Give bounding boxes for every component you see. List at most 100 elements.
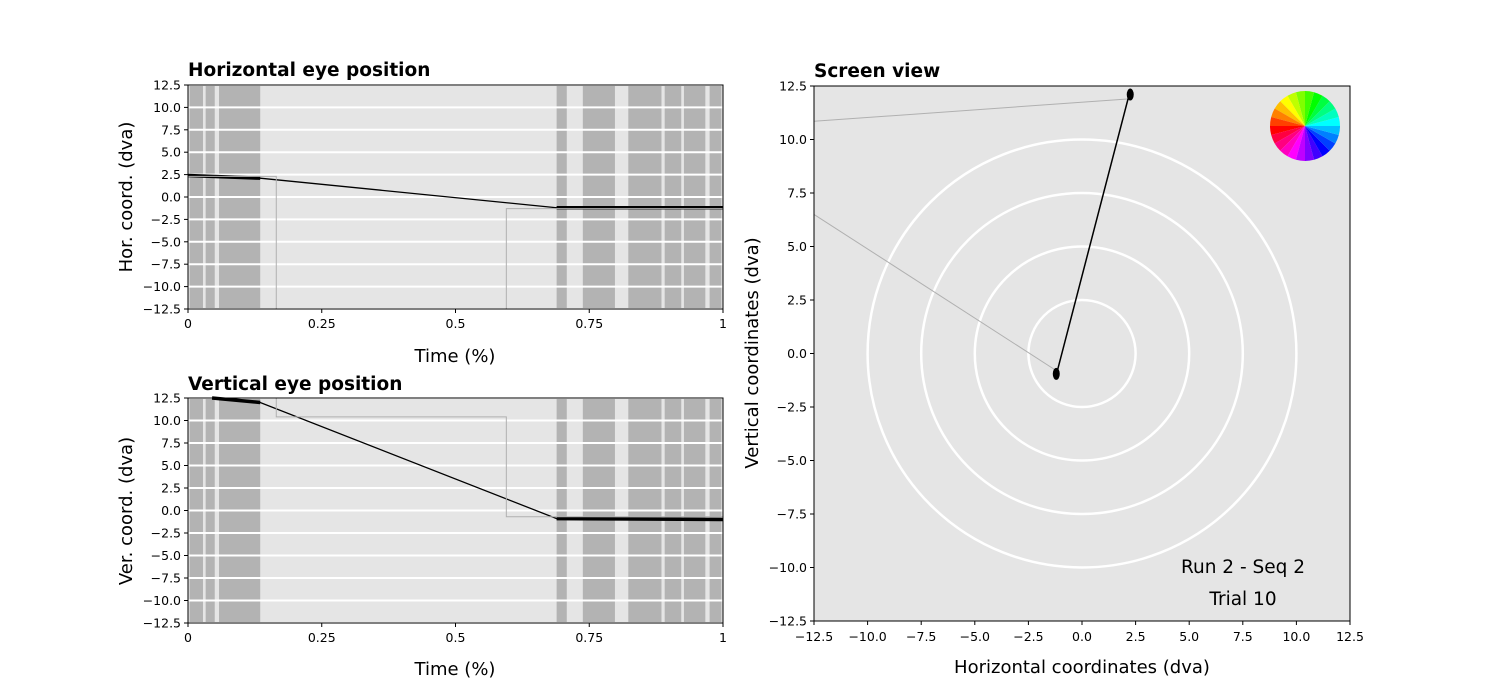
eye-gaze-path [1055, 94, 1130, 376]
eccentricity-circle [973, 245, 1191, 462]
chart-title: Horizontal eye position [188, 60, 430, 81]
x-tick-label: 0.75 [575, 630, 603, 645]
y-tick-label: −7.5 [777, 507, 807, 522]
x-tick-label: 0.25 [308, 316, 336, 331]
raw-gaze-path [813, 213, 1057, 372]
x-tick-label: 0.5 [446, 316, 466, 331]
x-tick-label: 0.25 [308, 630, 336, 645]
y-axis-label: Ver. coord. (dva) [116, 437, 137, 585]
plot-frame [813, 85, 1351, 622]
x-tick-label: 0 [184, 316, 192, 331]
x-tick-label: 1 [719, 630, 727, 645]
color-wheel-segment [1287, 126, 1305, 160]
fixation-segment [211, 396, 261, 405]
x-tick-label: −12.5 [795, 629, 833, 644]
y-ticks: 12.5 10.0 7.5 5.0 2.5 0.0 −2.5 −5.0 −7.5 −10.0 −12… [769, 79, 814, 629]
trial-annotation: Trial 10 [1208, 589, 1276, 610]
color-wheel-segment [1271, 126, 1305, 144]
y-tick-label: −2.5 [151, 212, 181, 227]
eccentricity-circle [919, 191, 1245, 516]
screen-view-panel: −12.5 −10.0 −7.5 −5.0 −2.5 0.0 2.5 5.0 7.5 10.0 12… [742, 61, 1364, 678]
y-tick-label: −10.0 [769, 560, 807, 575]
y-tick-label: 0.0 [161, 190, 181, 205]
y-tick-label: −10.0 [143, 593, 181, 608]
y-axis-label: Hor. coord. (dva) [116, 122, 137, 273]
color-wheel-segment [1280, 126, 1305, 157]
plot-frame [187, 84, 724, 310]
color-wheel-segment [1305, 108, 1339, 126]
color-wheel-segment [1305, 101, 1336, 126]
color-wheel-segment [1295, 91, 1305, 126]
y-tick-label: 10.0 [779, 132, 807, 147]
y-tick-label: −7.5 [151, 257, 181, 272]
color-wheel-segment [1305, 126, 1336, 151]
y-tick-label: −5.0 [151, 234, 181, 249]
y-tick-label: 7.5 [787, 186, 807, 201]
color-wheel-segment [1305, 92, 1323, 126]
y-tick-label: 7.5 [161, 436, 181, 451]
y-tick-label: 2.5 [787, 293, 807, 308]
x-ticks: −12.5 −10.0 −7.5 −5.0 −2.5 0.0 2.5 5.0 7.5 10.0 12… [795, 621, 1364, 644]
color-wheel-segment [1305, 126, 1330, 157]
color-wheel-segment [1271, 108, 1305, 126]
y-tick-label: −2.5 [151, 526, 181, 541]
x-tick-label: 12.5 [1336, 629, 1364, 644]
gaze-path [813, 88, 1134, 380]
color-wheel-icon [1270, 91, 1340, 162]
color-wheel-segment [1274, 101, 1305, 126]
x-tick-label: 2.5 [1126, 629, 1146, 644]
y-tick-label: 10.0 [153, 100, 181, 115]
y-ticks: 12.5 10.0 7.5 5.0 2.5 0.0 −2.5 −5.0 −7.5 −10.0 −12… [143, 391, 188, 631]
y-tick-label: −7.5 [151, 571, 181, 586]
x-tick-label: 5.0 [1179, 629, 1199, 644]
y-tick-label: −5.0 [151, 548, 181, 563]
plot-area [814, 86, 1350, 621]
y-tick-label: 10.0 [153, 413, 181, 428]
y-ticks: 12.5 10.0 7.5 5.0 2.5 0.0 −2.5 −5.0 −7.5 −10.0 −12… [143, 78, 188, 317]
y-tick-label: 0.0 [161, 503, 181, 518]
trace-lines [211, 396, 724, 522]
x-tick-label: 0.75 [575, 316, 603, 331]
color-wheel-segment [1305, 91, 1315, 126]
y-tick-label: 5.0 [161, 458, 181, 473]
y-tick-label: −5.0 [777, 453, 807, 468]
x-tick-label: 7.5 [1233, 629, 1253, 644]
x-tick-label: −10.0 [848, 629, 886, 644]
y-tick-label: 2.5 [161, 167, 181, 182]
horizontal-eye-position-panel: 0 0.25 0.5 0.75 1 12.5 10.0 7.5 5.0 2.5 0.0 −2.5 −5… [116, 60, 727, 367]
y-tick-label: 5.0 [787, 239, 807, 254]
y-tick-label: 0.0 [787, 346, 807, 361]
raw-gaze-path [813, 98, 1130, 122]
chart-title: Vertical eye position [188, 374, 402, 395]
x-axis-label: Time (%) [414, 346, 496, 367]
color-wheel-segment [1305, 126, 1323, 160]
y-tick-label: −2.5 [777, 400, 807, 415]
eccentricity-circle [1027, 298, 1137, 409]
eccentricity-circle [866, 138, 1298, 569]
color-wheel-segment [1270, 116, 1305, 126]
x-ticks: 0 0.25 0.5 0.75 1 [184, 623, 727, 645]
fixation-segment [556, 516, 724, 522]
x-tick-label: 10.0 [1282, 629, 1310, 644]
y-axis-label: Vertical coordinates (dva) [742, 237, 763, 468]
y-tick-label: 12.5 [153, 391, 181, 406]
y-tick-label: −12.5 [143, 302, 181, 317]
x-tick-label: 0.5 [446, 630, 466, 645]
raw-gaze-trace [275, 398, 723, 518]
y-tick-label: 12.5 [779, 79, 807, 94]
x-axis-label: Time (%) [414, 659, 496, 680]
x-tick-label: −7.5 [906, 629, 936, 644]
x-tick-label: 0 [184, 630, 192, 645]
color-wheel-segment [1305, 126, 1315, 162]
color-wheel-segment [1305, 126, 1340, 136]
y-tick-label: −12.5 [143, 616, 181, 631]
chart-title: Screen view [814, 61, 940, 82]
color-wheel-segment [1295, 126, 1305, 161]
fixation-cluster [1052, 367, 1060, 380]
fixation-cluster [1126, 88, 1134, 101]
eccentricity-circles [866, 138, 1298, 569]
y-tick-label: 2.5 [161, 481, 181, 496]
color-wheel-segment [1274, 126, 1305, 151]
x-tick-label: 0.0 [1072, 629, 1092, 644]
